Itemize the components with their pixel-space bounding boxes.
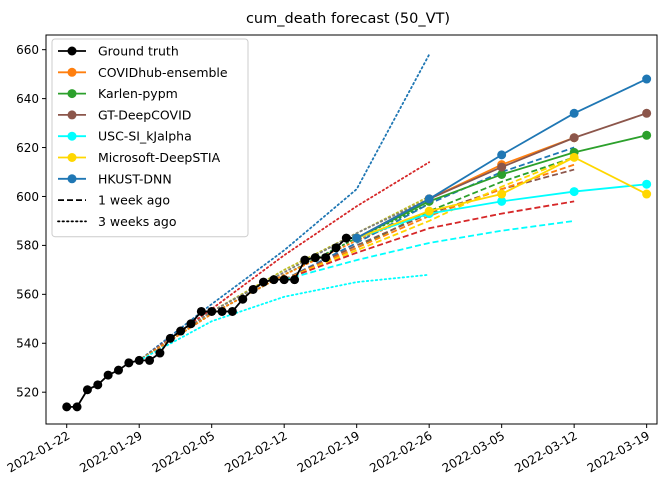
ground-truth-point bbox=[93, 380, 103, 390]
x-tick-label: 2022-02-12 bbox=[222, 428, 289, 475]
legend-marker-ground-truth bbox=[67, 46, 77, 56]
y-tick-label: 580 bbox=[16, 239, 39, 253]
series-point-microsoft-deepstia bbox=[424, 206, 434, 216]
legend-label-1-week-ago: 1 week ago bbox=[98, 193, 170, 208]
chart-title: cum_death forecast (50_VT) bbox=[246, 11, 450, 27]
ground-truth-point bbox=[145, 355, 155, 365]
ground-truth-point bbox=[82, 385, 92, 395]
x-tick-label: 2022-01-22 bbox=[5, 428, 72, 475]
ground-truth-point bbox=[176, 326, 186, 336]
ground-truth-point bbox=[269, 275, 279, 285]
ground-truth-point bbox=[310, 253, 320, 263]
series-point-gt-deepcovid bbox=[569, 133, 579, 143]
legend-label-karlen-pypm: Karlen-pypm bbox=[98, 86, 178, 101]
x-tick-label: 2022-01-29 bbox=[77, 428, 144, 475]
forecast-3-weeks-ago-line-0 bbox=[138, 53, 431, 362]
x-tick-label: 2022-02-05 bbox=[150, 428, 217, 475]
ground-truth-point bbox=[300, 255, 310, 265]
series-point-karlen-pypm bbox=[497, 169, 507, 179]
series-point-hkust-dnn bbox=[424, 194, 434, 204]
plot-frame bbox=[45, 34, 658, 425]
ground-truth-point bbox=[207, 306, 217, 316]
ground-truth-point bbox=[165, 333, 175, 343]
series-point-usc-si-kjalpha bbox=[497, 196, 507, 206]
legend-label-ground-truth: Ground truth bbox=[98, 44, 179, 59]
series-point-usc-si-kjalpha bbox=[642, 179, 652, 189]
y-tick-label: 560 bbox=[16, 288, 39, 302]
legend-label-3-weeks-ago: 3 weeks ago bbox=[98, 214, 177, 229]
ground-truth-point bbox=[155, 348, 165, 358]
y-tick-label: 520 bbox=[16, 385, 39, 399]
y-tick-label: 660 bbox=[16, 43, 39, 57]
legend-label-hkust-dnn: HKUST-DNN bbox=[98, 171, 172, 186]
x-tick-label: 2022-03-19 bbox=[585, 428, 652, 475]
forecast-1-week-ago-line-1 bbox=[283, 156, 575, 281]
ground-truth-point bbox=[62, 402, 72, 412]
ground-truth-point bbox=[186, 319, 196, 329]
ground-truth-point bbox=[279, 275, 289, 285]
ground-truth-point bbox=[113, 365, 123, 375]
ground-truth-line bbox=[66, 237, 357, 408]
ground-truth-point bbox=[72, 402, 82, 412]
ground-truth-point bbox=[227, 306, 237, 316]
y-axis: 520 540 560 580 600 620 640 660 bbox=[16, 43, 46, 399]
series-point-microsoft-deepstia bbox=[497, 189, 507, 199]
forecast-3-weeks-ago-line-6 bbox=[138, 273, 431, 362]
legend-marker-karlen-pypm bbox=[67, 89, 77, 99]
series-point-gt-deepcovid bbox=[642, 108, 652, 118]
forecast-1-week-ago-line-6 bbox=[283, 220, 575, 281]
legend-label-microsoft-deepstia: Microsoft-DeepSTIA bbox=[98, 150, 221, 165]
x-axis: 2022-01-22 2022-01-29 2022-02-05 2022-02-12… bbox=[5, 424, 652, 475]
ground-truth-point bbox=[258, 277, 268, 287]
ground-truth-point bbox=[196, 306, 206, 316]
ground-truth-point bbox=[248, 284, 258, 294]
series-point-karlen-pypm bbox=[642, 130, 652, 140]
ground-truth-point bbox=[321, 253, 331, 263]
legend-marker-hkust-dnn bbox=[67, 174, 77, 184]
series-point-usc-si-kjalpha bbox=[569, 187, 579, 197]
legend-label-gt-deepcovid: GT-DeepCOVID bbox=[98, 107, 191, 122]
ground-truth-point bbox=[124, 358, 134, 368]
y-tick-label: 620 bbox=[16, 141, 39, 155]
x-tick-label: 2022-03-05 bbox=[440, 428, 507, 475]
x-tick-label: 2022-02-19 bbox=[295, 428, 362, 475]
forecast-1-week-ago-line-5 bbox=[283, 200, 575, 281]
series-point-hkust-dnn bbox=[497, 150, 507, 160]
ground-truth-point bbox=[238, 294, 248, 304]
legend-marker-usc-si-kjalpha bbox=[67, 131, 77, 141]
x-tick-label: 2022-02-26 bbox=[367, 428, 434, 475]
ground-truth-point bbox=[134, 355, 144, 365]
y-tick-label: 640 bbox=[16, 92, 39, 106]
x-tick-label: 2022-03-12 bbox=[512, 428, 579, 475]
series-point-gt-deepcovid bbox=[497, 162, 507, 172]
plot-area bbox=[62, 53, 652, 412]
ground-truth-point bbox=[341, 233, 351, 243]
series-point-microsoft-deepstia bbox=[569, 152, 579, 162]
series-point-hkust-dnn bbox=[352, 233, 362, 243]
legend-box bbox=[51, 38, 249, 238]
forecast-1-week-ago-line-4 bbox=[283, 156, 575, 281]
series-point-microsoft-deepstia bbox=[642, 189, 652, 199]
y-tick-label: 600 bbox=[16, 190, 39, 204]
legend-label-covidhub-ensemble: COVIDhub-ensemble bbox=[98, 65, 228, 80]
forecast-3-weeks-ago-line-3 bbox=[138, 198, 431, 362]
ground-truth-point bbox=[290, 275, 300, 285]
legend-marker-microsoft-deepstia bbox=[67, 153, 77, 162]
legend-marker-covidhub-ensemble bbox=[67, 67, 77, 77]
ground-truth-point bbox=[331, 243, 341, 253]
legend-label-usc-si-kjalpha: USC-SI_kJalpha bbox=[98, 129, 192, 144]
ground-truth-point bbox=[217, 306, 227, 316]
y-tick-label: 540 bbox=[16, 337, 39, 351]
ground-truth-point bbox=[103, 370, 113, 380]
series-point-hkust-dnn bbox=[569, 108, 579, 118]
legend-marker-gt-deepcovid bbox=[67, 110, 77, 120]
series-point-hkust-dnn bbox=[642, 74, 652, 84]
legend: Ground truth COVIDhub-ensemble Karlen-pypm… bbox=[51, 38, 249, 238]
